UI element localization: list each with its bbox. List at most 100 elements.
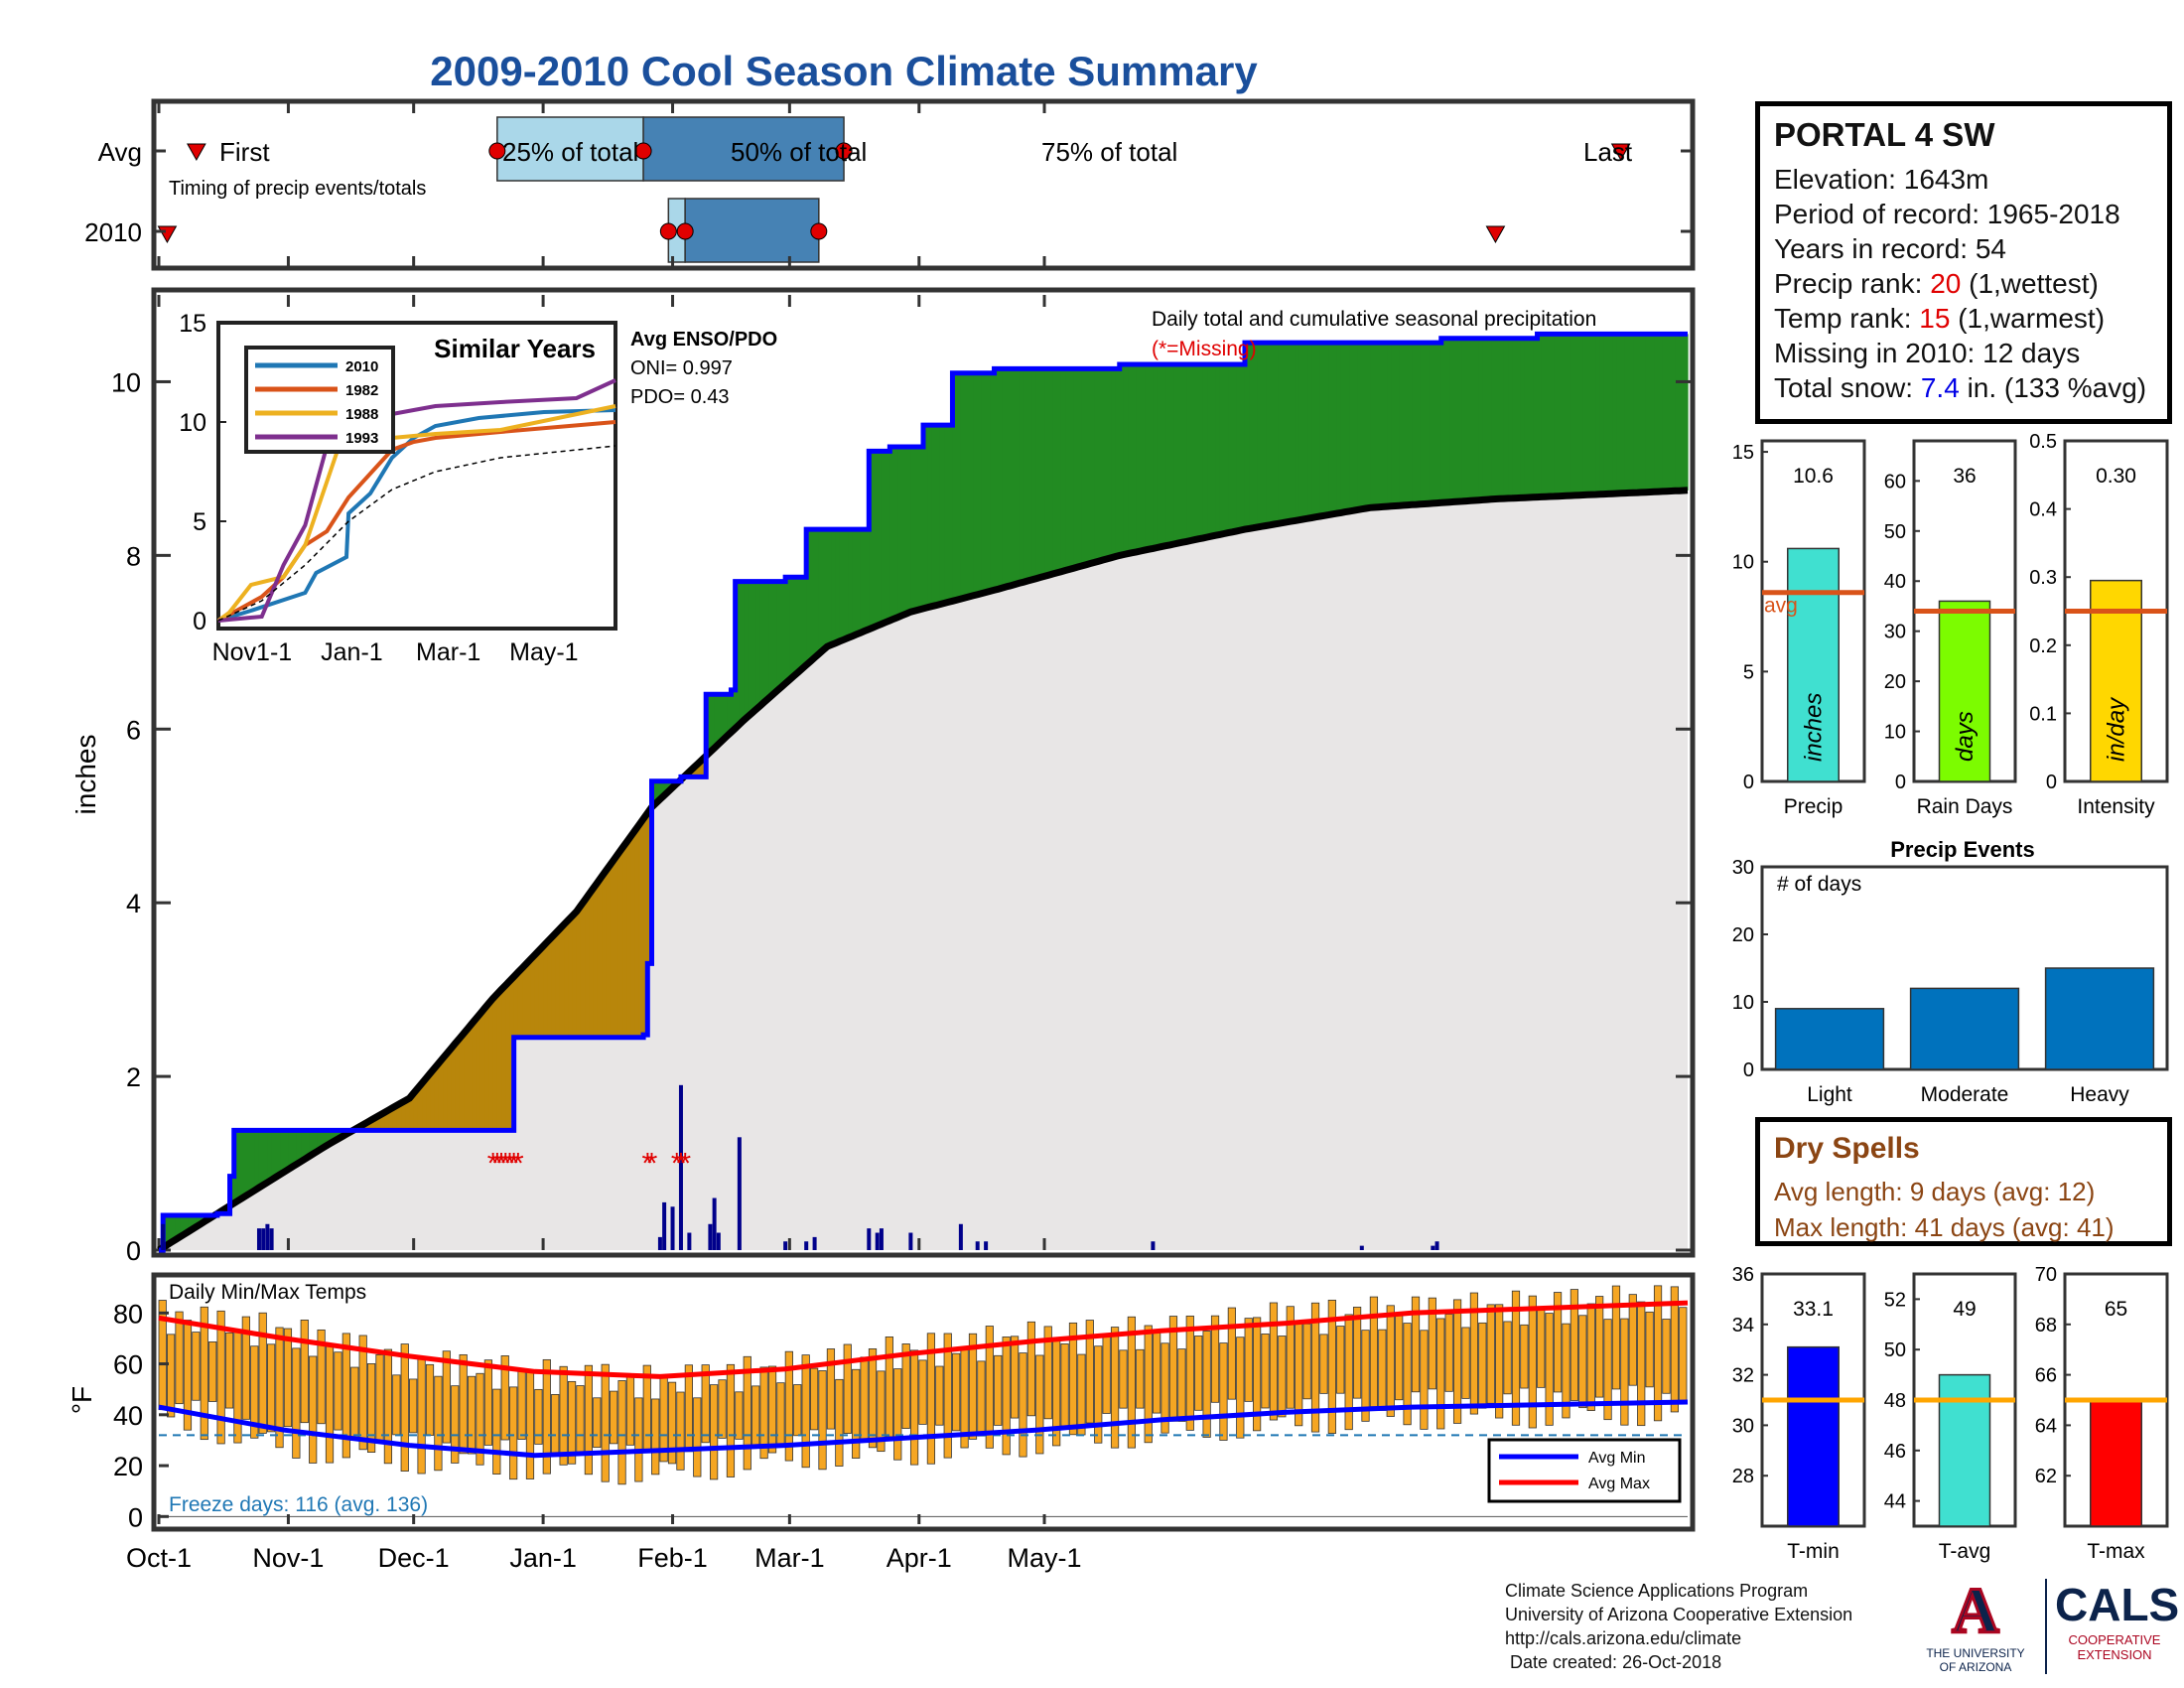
daily-temp-bar xyxy=(860,1356,869,1443)
temp-ytick-label: 60 xyxy=(113,1350,143,1380)
daily-temp-bar xyxy=(818,1370,827,1471)
above-normal-fill xyxy=(865,529,870,632)
daily-temp-bar xyxy=(1562,1323,1570,1419)
above-normal-fill xyxy=(1257,343,1263,527)
below-normal-fill xyxy=(409,1097,415,1131)
below-normal-fill xyxy=(617,853,623,1038)
summary-tmin-ytick-label: 30 xyxy=(1732,1415,1754,1437)
summary-intensity-ytick-label: 0.4 xyxy=(2029,499,2057,521)
below-normal-fill xyxy=(568,919,574,1038)
above-normal-fill xyxy=(848,529,854,638)
above-normal-fill xyxy=(1332,343,1338,514)
daily-temp-bar xyxy=(400,1343,409,1472)
above-normal-fill xyxy=(1291,343,1297,522)
daily-temp-bar xyxy=(1428,1297,1436,1390)
daily-temp-bar xyxy=(610,1390,618,1445)
above-normal-fill xyxy=(1274,343,1280,525)
above-normal-fill xyxy=(939,425,945,605)
cals-sub-2: EXTENSION xyxy=(2077,1647,2152,1662)
summary-tmax-ytick-label: 70 xyxy=(2035,1264,2057,1286)
above-normal-fill xyxy=(1094,368,1100,563)
daily-temp-bar xyxy=(1160,1342,1169,1434)
daily-temp-bar xyxy=(233,1330,242,1444)
summary-tavg-bar xyxy=(1938,1373,1991,1527)
above-normal-fill xyxy=(1391,343,1397,506)
daily-temp-bar xyxy=(509,1386,518,1480)
above-normal-fill xyxy=(772,581,778,695)
daily-precip-bar xyxy=(256,1228,261,1250)
above-normal-fill xyxy=(873,451,879,628)
daily-temp-bar xyxy=(1210,1315,1220,1403)
daily-temp-bar xyxy=(1361,1330,1370,1422)
events-ytick-label: 10 xyxy=(1732,992,1754,1014)
summary-tmax-xlabel: T-max xyxy=(2087,1540,2145,1563)
main-missing-note: (*=Missing) xyxy=(1152,338,1257,360)
below-normal-fill xyxy=(638,824,644,1038)
missing-day-marker: * xyxy=(487,1148,499,1181)
above-normal-fill xyxy=(969,372,975,597)
above-normal-fill xyxy=(893,447,899,620)
events-ytick-label: 30 xyxy=(1732,857,1754,879)
below-normal-fill xyxy=(413,1092,419,1131)
xtick-label: Dec-1 xyxy=(378,1543,450,1573)
station-period: Period of record: 1965-2018 xyxy=(1774,197,2153,231)
below-normal-fill xyxy=(388,1109,394,1131)
above-normal-fill xyxy=(1102,368,1108,561)
daily-temp-bar xyxy=(167,1334,176,1418)
summary-intensity-chart: 0 0.1 0.2 0.3 0.4 0.5 0.30 Intensity in/day xyxy=(2029,431,2169,818)
events-bar-heavy xyxy=(2044,967,2155,1070)
below-normal-fill xyxy=(593,888,599,1038)
above-normal-fill xyxy=(1298,343,1304,520)
above-normal-fill xyxy=(1211,363,1217,537)
daily-temp-bar xyxy=(617,1380,626,1485)
above-normal-fill xyxy=(1641,334,1647,492)
cals-sub-1: COOPERATIVE xyxy=(2068,1632,2161,1647)
above-normal-fill xyxy=(1149,363,1155,550)
y2010-last-marker xyxy=(1485,225,1506,244)
daily-temp-bar xyxy=(1060,1343,1069,1427)
below-normal-fill xyxy=(375,1117,381,1131)
summary-tavg-value-label: 49 xyxy=(1953,1298,1976,1321)
daily-temp-bar xyxy=(1043,1326,1052,1420)
timing-pct-75: 75% of total xyxy=(1041,137,1177,167)
missing-label: Missing in 2010: xyxy=(1774,338,1976,368)
below-normal-fill xyxy=(401,1102,406,1131)
above-normal-fill xyxy=(317,1130,323,1152)
above-normal-fill xyxy=(1591,334,1597,495)
daily-temp-bar xyxy=(409,1378,418,1434)
above-normal-fill xyxy=(1658,334,1664,492)
above-normal-fill xyxy=(823,529,828,650)
temp-ytick-label: 40 xyxy=(113,1401,143,1431)
temp-rank-value: 15 xyxy=(1919,303,1951,334)
above-normal-fill xyxy=(1090,368,1096,564)
above-normal-fill xyxy=(1069,368,1075,570)
above-normal-fill xyxy=(839,529,845,641)
daily-temp-bar xyxy=(383,1348,393,1465)
below-normal-fill xyxy=(371,1119,377,1131)
above-normal-fill xyxy=(188,1215,194,1232)
missing-day-marker: * xyxy=(504,1148,516,1181)
daily-temp-bar xyxy=(1127,1316,1136,1449)
daily-temp-bar xyxy=(1344,1314,1353,1431)
freeze-days-text: Freeze days: 116 (avg. 136) xyxy=(169,1493,428,1516)
daily-temp-bar xyxy=(1352,1307,1362,1399)
above-normal-fill xyxy=(1065,368,1070,571)
above-normal-fill xyxy=(263,1130,268,1186)
summary-raindays-bar-text: days xyxy=(1952,711,1979,762)
above-normal-fill xyxy=(818,529,824,654)
above-normal-fill xyxy=(1344,343,1350,512)
above-normal-fill xyxy=(1595,334,1601,494)
above-normal-fill xyxy=(284,1130,290,1173)
above-normal-fill xyxy=(780,581,786,688)
temp-rank-label: Temp rank: xyxy=(1774,303,1912,334)
below-normal-fill xyxy=(464,1033,469,1131)
summary-tavg-ytick-label: 46 xyxy=(1884,1441,1906,1463)
summary-tavg-chart: 44 46 48 50 52 49 T-avg xyxy=(1884,1272,2017,1563)
below-normal-fill xyxy=(543,945,548,1038)
daily-precip-bar xyxy=(1151,1241,1156,1250)
above-normal-fill xyxy=(1599,334,1605,494)
timing-panel: Avg 2010 Timing of precip events/totals … xyxy=(84,98,1696,271)
summary-precip-ytick-label: 5 xyxy=(1743,661,1754,683)
below-normal-fill xyxy=(384,1112,390,1131)
above-normal-fill xyxy=(1190,363,1196,541)
